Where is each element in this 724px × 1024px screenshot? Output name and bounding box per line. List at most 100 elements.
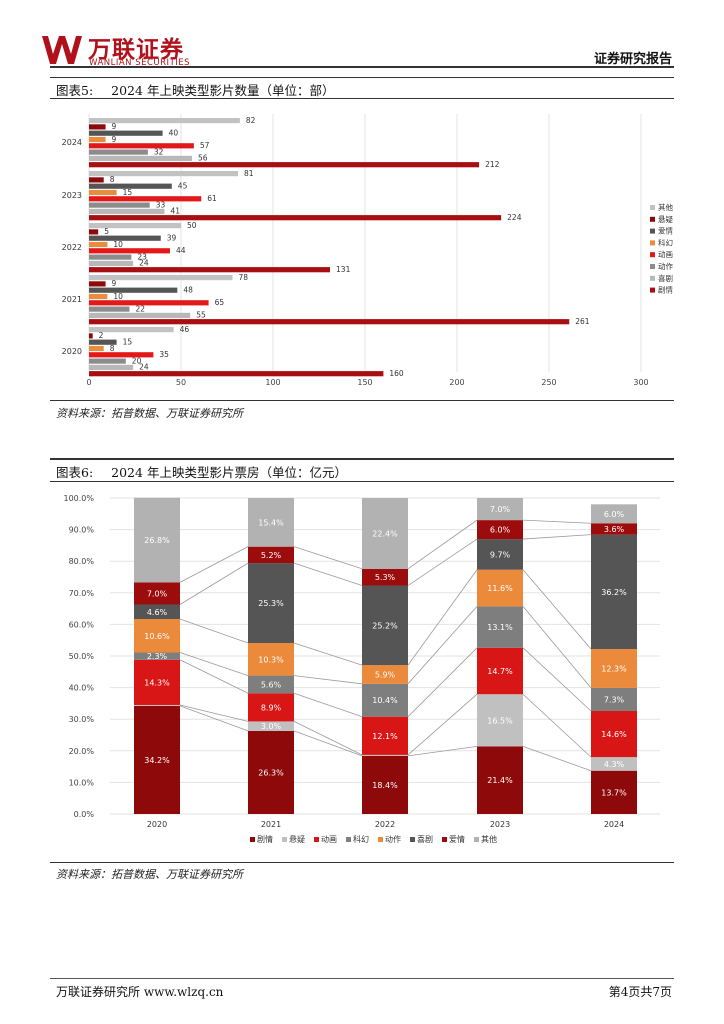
segment-2023-剧情: [477, 746, 523, 814]
bar-value-2023-剧情: 224: [507, 213, 522, 222]
segment-2022-爱情: [362, 568, 408, 586]
series-connector-3-5: [522, 534, 592, 540]
figure5-top-rule: [50, 77, 674, 78]
legend-label-剧情: 剧情: [658, 285, 673, 295]
x-tick-label-200: 200: [449, 378, 464, 387]
x-category-label-2024: 2024: [604, 820, 624, 829]
segment-label-2023-动画: 14.7%: [487, 667, 513, 676]
series-connector-0-5: [179, 562, 249, 605]
series-connector-2-4: [407, 569, 478, 666]
bar-value-2020-科幻: 8: [110, 344, 115, 353]
segment-2021-爱情: [248, 546, 294, 564]
figure5-caption-title: 2024 年上映类型影片数量（单位：部）: [111, 83, 335, 98]
y-tick-label-6: 60.0%: [69, 620, 95, 629]
y-tick-label-10: 100.0%: [63, 494, 94, 503]
series-connector-1-0: [293, 730, 363, 757]
segment-2020-其他: [134, 497, 180, 583]
segment-2020-喜剧: [134, 604, 180, 620]
bar-value-2024-悬疑: 9: [112, 122, 117, 131]
legend-swatch-其他: [650, 205, 655, 210]
footer-page-number: 第4页共7页: [608, 985, 672, 999]
bar-value-2022-动画: 44: [176, 246, 186, 255]
bar-2024-悬疑: [89, 124, 106, 130]
legend-label-动作: 动作: [385, 834, 401, 844]
report-type-title: 证券研究报告: [593, 52, 672, 67]
segment-label-2021-爱情: 5.2%: [261, 551, 282, 560]
segment-label-2021-悬疑: 3.0%: [261, 722, 282, 731]
figure6-caption-label: 图表6:: [56, 465, 94, 480]
legend-label-其他: 其他: [481, 834, 497, 844]
bar-value-2021-科幻: 10: [113, 292, 123, 301]
bar-value-2021-喜剧: 55: [196, 311, 206, 320]
bar-2021-喜剧: [89, 312, 191, 318]
bar-value-2020-剧情: 160: [389, 369, 404, 378]
segment-2024-悬疑: [591, 757, 637, 771]
legend-label-喜剧: 喜剧: [658, 273, 673, 283]
bar-2022-喜剧: [89, 260, 134, 266]
segment-2021-其他: [248, 498, 294, 547]
segment-2023-动画: [477, 647, 523, 695]
bar-value-2024-剧情: 212: [485, 160, 500, 169]
legend-label-其他: 其他: [658, 202, 673, 212]
segment-2022-剧情: [362, 755, 408, 814]
bar-2024-其他: [89, 118, 240, 124]
segment-label-2022-爱情: 5.3%: [375, 573, 396, 582]
series-connector-2-2: [407, 647, 478, 717]
bar-2021-爱情: [89, 287, 178, 293]
series-connector-3-1: [522, 693, 592, 758]
segment-2022-科幻: [362, 683, 408, 717]
bar-2021-动画: [89, 300, 209, 306]
bar-value-2021-动画: 65: [215, 298, 225, 307]
bar-2023-科幻: [89, 189, 117, 196]
bar-value-2023-科幻: 15: [123, 188, 133, 197]
bar-2023-爱情: [89, 183, 172, 189]
segment-label-2021-动作: 10.3%: [258, 655, 284, 664]
legend-label-悬疑: 悬疑: [289, 834, 305, 844]
brand-logo: 万联证券 WANLIAN SECURITIES: [40, 30, 200, 70]
segment-label-2021-剧情: 26.3%: [258, 768, 284, 777]
bar-value-2022-剧情: 131: [336, 265, 351, 274]
bar-value-2023-悬疑: 8: [110, 175, 115, 184]
segment-label-2021-其他: 15.4%: [258, 518, 284, 527]
bar-2023-喜剧: [89, 208, 165, 214]
y-tick-label-5: 50.0%: [69, 652, 95, 661]
segment-2022-动作: [362, 665, 408, 684]
segment-2021-悬疑: [248, 721, 294, 731]
x-tick-label-50: 50: [176, 378, 186, 387]
figure5-caption-rule: [50, 98, 674, 99]
segment-label-2024-动画: 14.6%: [601, 730, 627, 739]
bar-value-2024-喜剧: 56: [198, 154, 208, 163]
bar-2024-爱情: [89, 130, 163, 136]
segment-2024-动作: [591, 649, 637, 688]
series-connector-3-6: [522, 519, 592, 524]
bar-value-2021-其他: 78: [239, 273, 249, 282]
series-connector-2-0: [407, 745, 478, 757]
segment-label-2020-动画: 14.3%: [144, 678, 170, 687]
legend-swatch-悬疑: [650, 216, 655, 222]
bar-value-2022-动作: 23: [137, 252, 147, 261]
figure6-stacked-bar-chart: 0.0% 10.0% 20.0% 30.0% 40.0% 50.0% 60.0% 70.0% 8…: [63, 494, 660, 844]
bar-value-2022-爱情: 39: [167, 234, 177, 243]
y-tick-label-7: 70.0%: [69, 589, 95, 598]
bar-value-2023-喜剧: 41: [170, 207, 180, 216]
segment-label-2022-剧情: 18.4%: [372, 781, 398, 790]
bar-value-2020-其他: 46: [180, 325, 190, 334]
bar-value-2024-其他: 82: [246, 116, 256, 125]
segment-2024-爱情: [591, 523, 637, 535]
bar-2020-科幻: [89, 345, 104, 352]
bar-value-2020-悬疑: 2: [99, 331, 104, 340]
series-connector-3-4: [522, 569, 592, 650]
legend-label-喜剧: 喜剧: [417, 834, 433, 844]
series-connector-1-5: [293, 562, 363, 586]
bar-2022-动作: [89, 254, 132, 260]
bar-2024-科幻: [89, 136, 106, 143]
x-tick-label-300: 300: [633, 378, 648, 387]
y-tick-label-1: 10.0%: [69, 778, 95, 787]
segment-2023-悬疑: [477, 694, 523, 747]
legend-swatch-动画: [314, 837, 319, 842]
bar-2020-悬疑: [89, 333, 93, 339]
legend-swatch-其他: [474, 837, 479, 842]
bar-2023-动画: [89, 196, 202, 202]
bar-2022-悬疑: [89, 229, 99, 235]
segment-label-2024-悬疑: 4.3%: [604, 760, 625, 769]
